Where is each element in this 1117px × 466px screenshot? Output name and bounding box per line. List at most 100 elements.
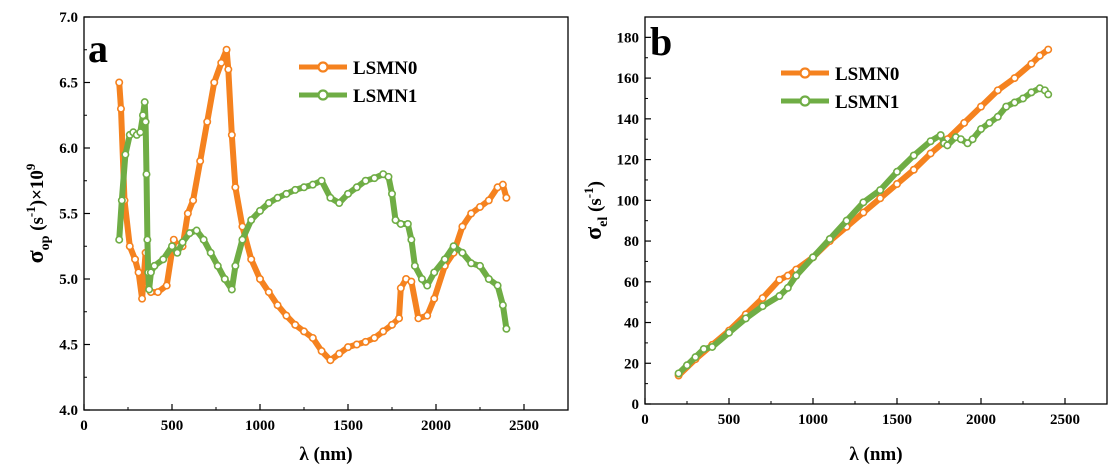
y-tick-label: 60 <box>624 275 639 291</box>
panel-letter: a <box>88 26 108 71</box>
data-point <box>783 283 792 292</box>
data-point <box>125 242 134 251</box>
data-point <box>502 324 511 333</box>
data-point <box>993 86 1002 95</box>
data-point <box>1044 45 1053 54</box>
data-point <box>484 274 493 283</box>
data-point <box>976 125 985 134</box>
data-point <box>206 248 215 257</box>
data-point <box>145 285 154 294</box>
data-point <box>498 301 507 310</box>
data-point <box>825 235 834 244</box>
data-point <box>282 189 291 198</box>
x-tick-label: 1500 <box>333 418 363 434</box>
data-point <box>227 130 236 139</box>
data-point <box>396 284 405 293</box>
data-point <box>343 189 352 198</box>
data-point <box>1027 59 1036 68</box>
data-point <box>317 176 326 185</box>
data-point <box>467 209 476 218</box>
data-point <box>142 170 151 179</box>
data-point <box>407 277 416 286</box>
data-point <box>299 183 308 192</box>
data-point <box>361 176 370 185</box>
data-point <box>308 180 317 189</box>
legend-marker <box>317 61 329 73</box>
data-point <box>138 111 147 120</box>
data-point <box>299 327 308 336</box>
data-point <box>352 183 361 192</box>
data-point <box>724 328 733 337</box>
data-point <box>141 117 150 126</box>
data-point <box>317 347 326 356</box>
data-point <box>691 353 700 362</box>
y-tick-label: 5.0 <box>59 272 78 288</box>
data-point <box>379 327 388 336</box>
x-tick-label: 2500 <box>509 418 539 434</box>
data-point <box>956 135 965 144</box>
data-point <box>430 268 439 277</box>
data-point <box>255 274 264 283</box>
data-point <box>117 196 126 205</box>
data-point <box>1035 51 1044 60</box>
data-point <box>264 288 273 297</box>
y-tick-label: 6.0 <box>59 141 78 157</box>
data-point <box>146 268 155 277</box>
data-point <box>273 301 282 310</box>
data-point <box>247 255 256 264</box>
data-point <box>162 281 171 290</box>
y-tick-label: 100 <box>617 193 640 209</box>
data-point <box>282 311 291 320</box>
data-point <box>423 281 432 290</box>
legend-entry-lsmn0: LSMN0 <box>781 64 899 85</box>
data-point <box>387 320 396 329</box>
data-point <box>674 369 683 378</box>
data-point <box>335 349 344 358</box>
data-point <box>196 157 205 166</box>
panel-a: 0 500 1000 1500 2000 2500 4.0 4.5 5.0 5.5 6.0 6.5 7.… <box>23 10 569 465</box>
data-point <box>396 219 405 228</box>
panel-letter: b <box>650 19 672 64</box>
data-point <box>1018 94 1027 103</box>
data-point <box>423 311 432 320</box>
y-tick-label: 40 <box>624 316 639 332</box>
data-point <box>210 78 219 87</box>
legend-label: LSMN0 <box>353 58 417 79</box>
y-tick-label: 160 <box>617 71 640 87</box>
x-axis-title: λ (nm) <box>299 444 352 465</box>
data-point <box>475 202 484 211</box>
data-point <box>222 45 231 54</box>
data-point <box>213 261 222 270</box>
data-point <box>159 255 168 264</box>
legend-entry-lsmn1: LSMN1 <box>299 86 417 107</box>
data-point <box>395 314 404 323</box>
data-point <box>169 235 178 244</box>
y-tick-label: 80 <box>624 234 639 250</box>
data-point <box>449 242 458 251</box>
y-tick-label: 140 <box>617 112 640 128</box>
data-point <box>842 216 851 225</box>
data-point <box>192 226 201 235</box>
x-tick-label: 500 <box>718 412 741 428</box>
data-point <box>136 128 145 137</box>
data-point <box>926 137 935 146</box>
legend-label: LSMN1 <box>835 92 899 113</box>
data-point <box>238 235 247 244</box>
data-point <box>291 320 300 329</box>
data-point <box>326 193 335 202</box>
data-point <box>417 274 426 283</box>
data-point <box>140 98 149 107</box>
data-point <box>115 235 124 244</box>
data-point <box>892 167 901 176</box>
x-tick-label: 2000 <box>966 412 996 428</box>
data-point <box>708 342 717 351</box>
data-point <box>178 238 187 247</box>
data-point <box>699 345 708 354</box>
x-tick-label: 1000 <box>245 418 275 434</box>
data-point <box>792 271 801 280</box>
data-point <box>758 302 767 311</box>
legend-entry-lsmn1: LSMN1 <box>781 92 899 113</box>
data-point <box>199 235 208 244</box>
data-point <box>909 151 918 160</box>
y-tick-label: 5.5 <box>59 207 78 223</box>
